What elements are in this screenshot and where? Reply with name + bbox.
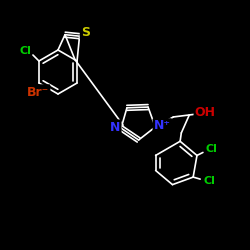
Text: Br⁻: Br⁻ (27, 86, 49, 98)
Text: OH: OH (195, 106, 216, 120)
Text: N⁺: N⁺ (154, 120, 171, 132)
Text: Cl: Cl (205, 144, 217, 154)
Text: Cl: Cl (19, 46, 31, 56)
Text: Cl: Cl (203, 176, 215, 186)
Text: N: N (110, 121, 120, 134)
Text: S: S (81, 26, 90, 39)
